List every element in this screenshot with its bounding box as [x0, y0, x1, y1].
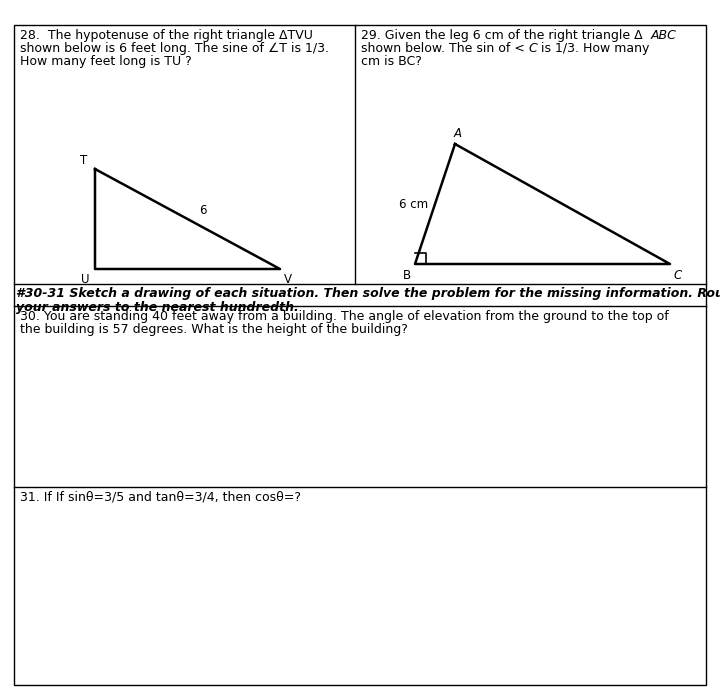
- Text: T: T: [80, 154, 87, 167]
- Text: 6: 6: [199, 205, 207, 217]
- Text: cm is BC?: cm is BC?: [361, 55, 422, 68]
- Text: How many feet long is TU ?: How many feet long is TU ?: [20, 55, 192, 68]
- Text: #30-31 Sketch a drawing of each situation. Then solve the problem for the missin: #30-31 Sketch a drawing of each situatio…: [16, 287, 720, 300]
- Text: A: A: [454, 127, 462, 140]
- Text: ABC: ABC: [651, 29, 677, 42]
- Text: 30. You are standing 40 feet away from a building. The angle of elevation from t: 30. You are standing 40 feet away from a…: [20, 310, 669, 323]
- Text: C: C: [528, 42, 536, 55]
- Text: 6 cm: 6 cm: [399, 198, 428, 210]
- Text: shown below is 6 feet long. The sine of ∠T is 1/3.: shown below is 6 feet long. The sine of …: [20, 42, 329, 55]
- Text: the building is 57 degrees. What is the height of the building?: the building is 57 degrees. What is the …: [20, 323, 408, 336]
- Text: C: C: [674, 269, 683, 282]
- Text: 28.  The hypotenuse of the right triangle ΔTVU: 28. The hypotenuse of the right triangle…: [20, 29, 313, 42]
- Text: 29. Given the leg 6 cm of the right triangle Δ: 29. Given the leg 6 cm of the right tria…: [361, 29, 643, 42]
- Text: V: V: [284, 273, 292, 286]
- Text: B: B: [403, 269, 411, 282]
- Text: your answers to the nearest hundredth.: your answers to the nearest hundredth.: [16, 301, 299, 314]
- Text: 31. If If sinθ=3/5 and tanθ=3/4, then cosθ=?: 31. If If sinθ=3/5 and tanθ=3/4, then co…: [20, 491, 301, 504]
- Text: U: U: [81, 273, 90, 286]
- Text: is 1/3. How many: is 1/3. How many: [537, 42, 649, 55]
- Text: shown below. The sin of <: shown below. The sin of <: [361, 42, 529, 55]
